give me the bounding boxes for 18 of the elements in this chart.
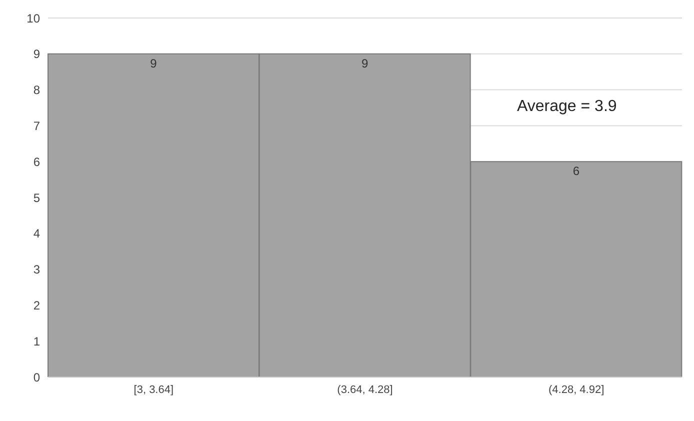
y-tick-label: 8 [33, 83, 40, 98]
y-tick-label: 6 [33, 154, 40, 169]
y-tick-label: 7 [33, 118, 40, 133]
annotation: Average = 3.9 [503, 96, 631, 118]
data-label: 9 [150, 56, 158, 70]
y-tick-label: 2 [33, 298, 40, 312]
y-tick-label: 10 [26, 11, 40, 26]
data-label: 9 [361, 56, 368, 70]
y-tick-label: 1 [33, 334, 40, 348]
x-tick-label: (4.28, 4.92] [548, 384, 604, 396]
y-tick-label: 5 [33, 190, 40, 205]
y-tick-label: 0 [33, 370, 40, 384]
y-tick-label: 3 [33, 262, 40, 277]
x-tick-label: [3, 3.64] [134, 384, 174, 396]
x-tick-label: (3.64, 4.28] [337, 384, 393, 396]
y-tick-label: 4 [33, 226, 40, 241]
y-tick-label: 9 [33, 47, 40, 62]
data-label: 6 [572, 164, 580, 178]
